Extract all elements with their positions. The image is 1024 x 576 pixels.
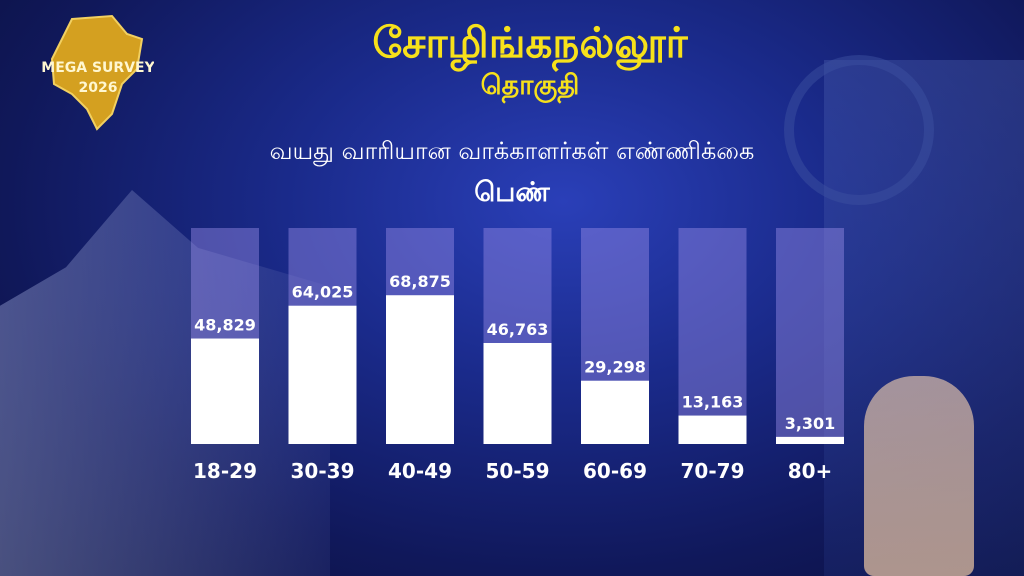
x-tick-30-39: 30-39 <box>291 459 355 483</box>
bar-30-39 <box>288 305 357 444</box>
data-label-80+: 3,301 <box>785 414 836 433</box>
background-hand-image <box>864 376 974 576</box>
bar-track-80+ <box>776 228 844 444</box>
data-label-50-59: 46,763 <box>487 320 549 339</box>
x-tick-80+: 80+ <box>788 459 833 483</box>
mega-survey-logo: MEGA SURVEY 2026 <box>42 14 154 131</box>
x-tick-18-29: 18-29 <box>193 459 257 483</box>
data-label-60-69: 29,298 <box>584 358 646 377</box>
x-tick-50-59: 50-59 <box>486 459 550 483</box>
x-tick-60-69: 60-69 <box>583 459 647 483</box>
logo-text-line1: MEGA SURVEY <box>42 60 154 76</box>
constituency-title: சோழிங்கநல்லூர் <box>372 18 688 67</box>
x-tick-40-49: 40-49 <box>388 459 452 483</box>
background-ballot-symbol <box>784 55 934 205</box>
chart-category-label: பெண் <box>474 177 550 208</box>
bar-50-59 <box>483 342 552 444</box>
bar-18-29 <box>191 338 259 444</box>
data-label-40-49: 68,875 <box>389 272 451 291</box>
data-label-70-79: 13,163 <box>682 393 744 412</box>
chart-heading: வயது வாரியான வாக்காளர்கள் எண்ணிக்கை <box>269 137 755 165</box>
constituency-subtitle: தொகுதி <box>480 70 580 101</box>
bar-70-79 <box>678 415 747 444</box>
data-label-18-29: 48,829 <box>194 316 256 335</box>
bar-60-69 <box>581 380 649 444</box>
bar-40-49 <box>386 295 454 444</box>
logo-text-line2: 2026 <box>79 80 118 96</box>
x-tick-70-79: 70-79 <box>681 459 745 483</box>
data-label-30-39: 64,025 <box>292 283 354 302</box>
bar-80+ <box>776 436 844 444</box>
bar-track-70-79 <box>678 228 747 444</box>
